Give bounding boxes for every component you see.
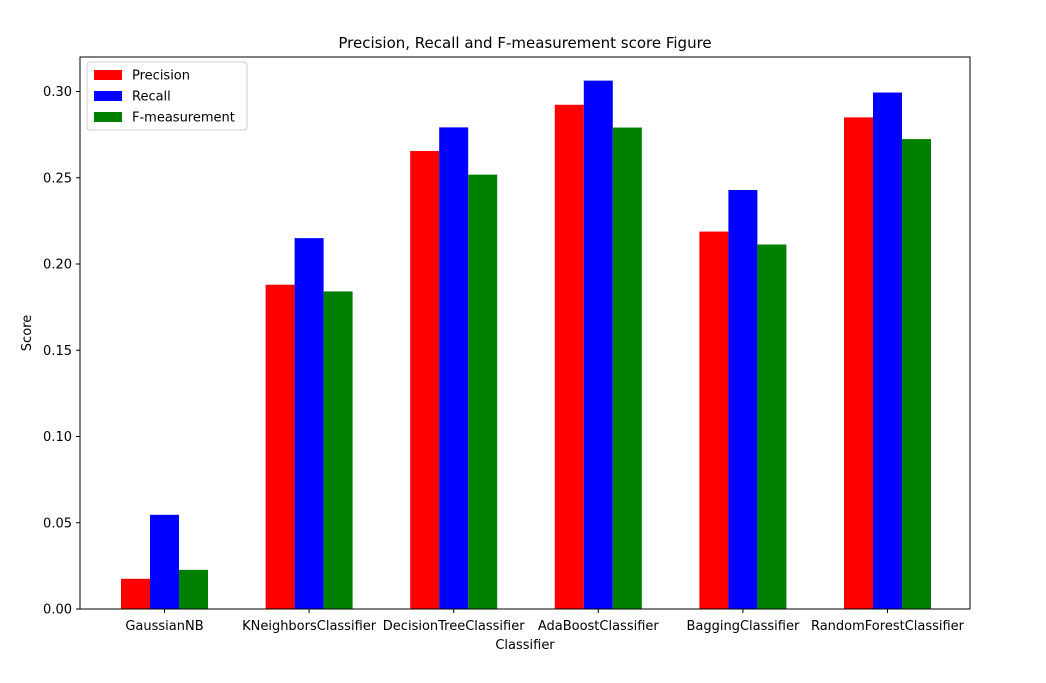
x-tick-label: RandomForestClassifier (811, 619, 965, 634)
y-tick-label: 0.05 (43, 516, 72, 531)
y-tick-label: 0.30 (43, 85, 72, 100)
x-axis: GaussianNB KNeighborsClassifier DecisionTr… (125, 609, 965, 634)
x-tick-label: AdaBoostClassifier (538, 619, 660, 634)
plot-frame (79, 56, 971, 610)
legend-swatch-precision (94, 70, 122, 80)
bar-precision-baggingclassifier (699, 231, 729, 609)
bar-f-measurement-decisiontreeclassifier (468, 174, 498, 609)
y-axis-label: Score (20, 315, 35, 351)
bar-f-measurement-kneighborsclassifier (323, 291, 353, 609)
y-tick-label: 0.20 (43, 258, 72, 273)
bar-precision-gaussiannb (121, 578, 150, 609)
bar-precision-decisiontreeclassifier (410, 151, 440, 609)
bar-recall-baggingclassifier (728, 190, 758, 609)
y-tick-label: 0.10 (43, 430, 72, 445)
bar-precision-kneighborsclassifier (265, 284, 295, 609)
chart-title: Precision, Recall and F-measurement scor… (338, 34, 711, 52)
bar-f-measurement-randomforestclassifier (902, 139, 931, 610)
legend-box (86, 61, 248, 131)
x-axis-label: Classifier (495, 638, 555, 653)
bar-precision-adaboostclassifier (554, 104, 584, 609)
y-axis: 0.00 0.05 0.10 0.15 0.20 0.25 0.30 (43, 85, 80, 618)
y-tick-label: 0.25 (43, 171, 72, 186)
bar-recall-decisiontreeclassifier (439, 127, 469, 609)
x-tick-label: DecisionTreeClassifier (383, 619, 525, 634)
y-tick-label: 0.15 (43, 344, 72, 359)
legend-label-recall: Recall (132, 90, 171, 105)
bar-f-measurement-gaussiannb (179, 569, 208, 609)
legend-swatch-f-measurement (94, 112, 122, 122)
x-tick-label: GaussianNB (125, 619, 203, 634)
bars-group (121, 80, 931, 610)
bar-f-measurement-baggingclassifier (757, 244, 787, 609)
legend: Precision Recall F-measurement (86, 61, 248, 131)
x-tick-label: BaggingClassifier (686, 619, 799, 634)
bar-recall-adaboostclassifier (583, 80, 613, 609)
legend-label-f-measurement: F-measurement (132, 111, 235, 126)
bar-recall-gaussiannb (150, 514, 179, 609)
bar-recall-randomforestclassifier (873, 92, 902, 610)
bar-f-measurement-adaboostclassifier (612, 127, 642, 610)
y-tick-label: 0.00 (43, 603, 72, 618)
bar-recall-kneighborsclassifier (294, 238, 324, 610)
legend-label-precision: Precision (132, 69, 190, 84)
legend-swatch-recall (94, 91, 122, 101)
x-tick-label: KNeighborsClassifier (242, 619, 377, 634)
bar-precision-randomforestclassifier (844, 117, 873, 609)
